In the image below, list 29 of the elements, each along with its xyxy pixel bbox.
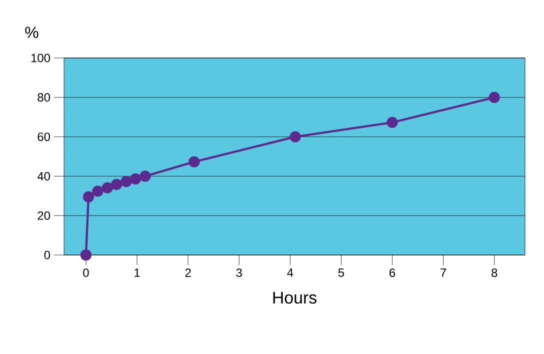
point [92, 186, 104, 197]
point [110, 178, 122, 190]
point [102, 182, 113, 194]
point [120, 176, 132, 188]
x-tick-label: 8 [492, 268, 498, 277]
x-tick-label: 4 [287, 268, 294, 277]
x-tick-label: 3 [236, 268, 242, 277]
y-axis-title: % [25, 26, 38, 38]
point [290, 131, 301, 142]
x-tick-label: 6 [390, 268, 396, 277]
y-tick-label: 80 [38, 93, 50, 102]
x-axis-title: Hours [273, 292, 316, 304]
point [188, 156, 200, 168]
x-tick-label: 5 [338, 268, 344, 277]
y-tick-label: 0 [44, 250, 50, 260]
x-tick-label: 2 [185, 268, 191, 277]
point [82, 191, 94, 202]
x-tick-label: 7 [440, 268, 446, 277]
y-tick-label: 100 [31, 54, 50, 62]
point [80, 249, 92, 261]
x-tick-label: 1 [134, 268, 140, 277]
x-tick-label: 0 [83, 268, 89, 277]
point [488, 92, 500, 103]
y-tick-label: 60 [38, 132, 50, 142]
y-tick-label: 20 [38, 211, 50, 220]
point [140, 170, 151, 182]
y-tick-label: 40 [37, 172, 50, 180]
point [130, 173, 142, 185]
point [386, 116, 398, 128]
